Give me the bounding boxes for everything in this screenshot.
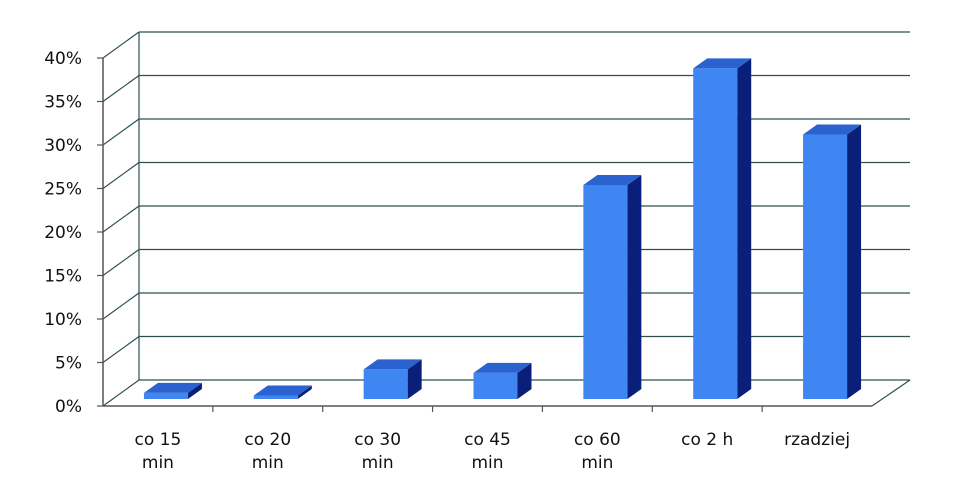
x-tick-label: co 30 (354, 430, 401, 450)
gridline-side (102, 336, 140, 363)
x-tick-label: min (362, 453, 394, 473)
y-tick-label: 10% (44, 310, 82, 330)
bar (143, 392, 188, 399)
bar-side (297, 385, 312, 399)
bar-side (407, 359, 422, 399)
bar-top (693, 58, 752, 69)
gridline-side (102, 162, 140, 189)
bar (363, 369, 408, 399)
gridline-side (102, 118, 140, 146)
bar-top (143, 382, 202, 393)
x-tick-label: co 2 h (681, 430, 733, 450)
bar-top (583, 174, 642, 185)
bar-side (627, 174, 642, 399)
x-tick-label: co 15 (135, 430, 182, 450)
floor-right-edge (871, 379, 911, 407)
y-tick-label: 20% (44, 223, 82, 243)
gridline-side (102, 75, 140, 102)
bar-top (473, 362, 532, 373)
x-tick-label: min (471, 453, 503, 473)
x-tick-label: min (581, 453, 613, 473)
bar (473, 372, 518, 399)
y-tick-label: 25% (44, 180, 82, 200)
bar-side (517, 362, 532, 399)
gridline-side (102, 249, 140, 276)
x-tick-label: min (142, 453, 174, 473)
x-tick-label: co 60 (574, 430, 621, 450)
gridline-side (102, 379, 140, 407)
bar (693, 68, 738, 400)
x-tick-label: min (252, 453, 284, 473)
x-tick-label: co 20 (244, 430, 291, 450)
x-tick-label: rzadziej (784, 430, 850, 450)
gridline-side (102, 205, 140, 233)
bar-top (363, 359, 422, 370)
bar-top (803, 124, 862, 135)
y-tick-label: 35% (44, 93, 82, 113)
bar (253, 395, 298, 399)
bar-top (253, 385, 312, 396)
bar-side (847, 124, 862, 400)
y-tick-label: 5% (55, 354, 82, 374)
y-tick-label: 30% (44, 136, 82, 156)
x-tick-label: co 45 (464, 430, 511, 450)
bar (583, 184, 628, 399)
y-tick-label: 15% (44, 267, 82, 287)
gridline-side (102, 292, 140, 320)
gridline-side (102, 31, 140, 59)
bar (803, 134, 848, 399)
y-tick-label: 0% (55, 397, 82, 417)
bar-side (187, 382, 202, 399)
bar-side (737, 58, 752, 400)
y-tick-label: 40% (44, 49, 82, 69)
